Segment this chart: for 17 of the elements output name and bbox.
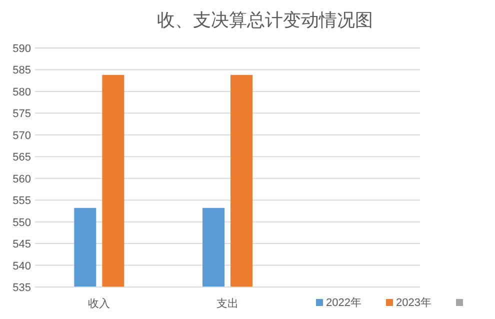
legend-label: 2022年 <box>326 297 362 309</box>
y-tick-label: 580 <box>12 86 31 98</box>
x-tick-label: 支出 <box>216 297 238 310</box>
y-tick-label: 555 <box>12 195 31 208</box>
y-tick-label: 570 <box>12 130 31 142</box>
y-tick-label: 565 <box>12 152 31 164</box>
x-tick-label: 收入 <box>88 297 110 310</box>
y-tick-label: 585 <box>12 64 31 77</box>
y-tick-label: 535 <box>12 282 31 294</box>
legend-label: 2023年 <box>396 297 432 309</box>
y-tick-label: 560 <box>12 173 31 186</box>
y-tick-label: 575 <box>12 108 31 120</box>
y-tick-label: 545 <box>12 238 31 251</box>
y-tick-label: 590 <box>12 43 31 55</box>
y-tick-label: 550 <box>12 216 31 229</box>
y-tick-label: 540 <box>12 260 31 272</box>
chart-title: 收、支决算总计变动情况图 <box>157 10 373 30</box>
